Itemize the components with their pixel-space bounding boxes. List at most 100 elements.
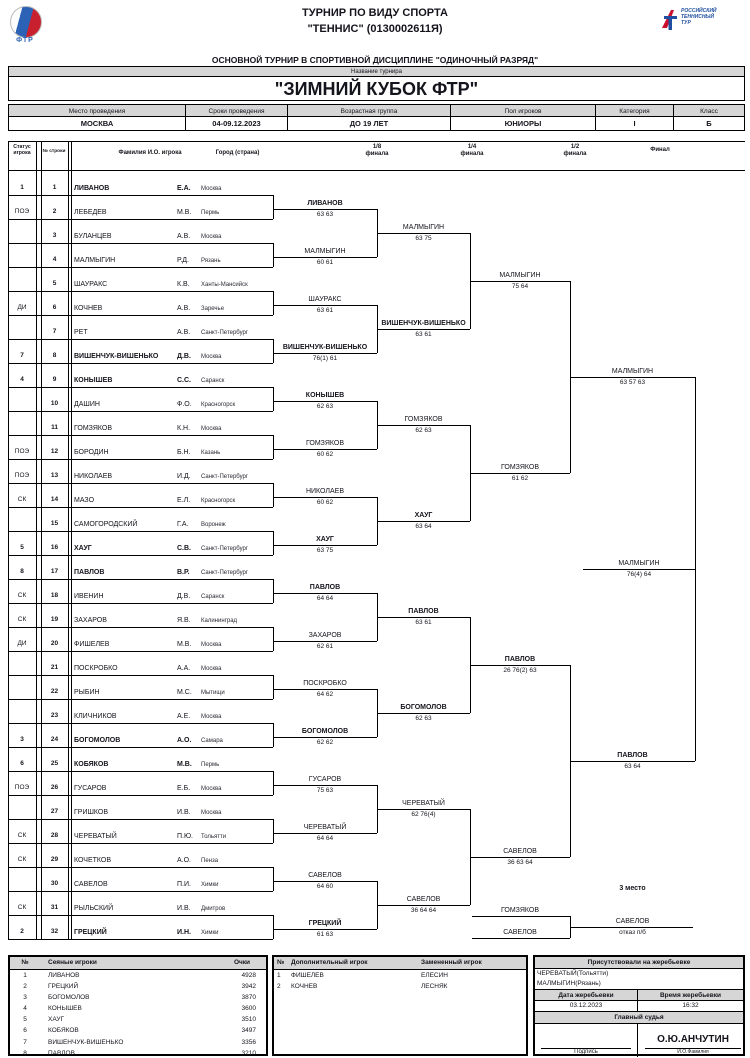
info-label: Возрастная группа: [287, 104, 450, 117]
round1-winner-name: ЧЕРЕВАТЫЙ: [303, 824, 347, 831]
round1-winner-line: [273, 209, 377, 210]
round1-winner-line: [273, 401, 377, 402]
player-city: Казань: [201, 450, 221, 456]
round2-winner-line: [377, 521, 470, 522]
table-row: 4 КОНЫШЕВ 3600: [10, 1003, 266, 1014]
russian-tennis-tour-logo: РОССИЙСКИЙ ТЕННИСНЫЙ ТУР: [660, 8, 717, 32]
table-row: 2 КОЧНЕВ ЛЕСНЯК: [274, 981, 526, 992]
subs-header-num: №: [277, 959, 285, 966]
champion-name: МАЛМЫГИН: [618, 560, 660, 567]
player-row-number: 14: [50, 496, 59, 503]
player-row-number: 17: [50, 568, 59, 575]
seeded-name: ПАВЛОВ: [48, 1049, 75, 1057]
player-surname: РЕТ: [74, 329, 88, 336]
player-initials: Г.А.: [177, 521, 189, 528]
player-initials: А.В.: [177, 233, 191, 240]
pair-connector: [273, 531, 274, 555]
row-line: [8, 843, 273, 844]
player-city: Москва: [201, 186, 222, 192]
info-col-venue: Место проведения МОСКВА: [8, 104, 185, 131]
player-surname: ВИШЕНЧУК-ВИШЕНЬКО: [74, 353, 159, 360]
player-city: Москва: [201, 354, 222, 360]
round1-winner-name: ЗАХАРОВ: [308, 632, 342, 639]
player-surname: КОЧЕТКОВ: [74, 857, 112, 864]
player-surname: ДАШИН: [74, 401, 100, 408]
seeded-name: ЛИВАНОВ: [48, 972, 80, 979]
player-initials: К.Н.: [177, 425, 191, 432]
round2-winner-score: 36 64 64: [410, 907, 437, 914]
player-row-number: 24: [50, 736, 59, 743]
player-surname: КЛИЧНИКОВ: [74, 713, 117, 720]
round1-winner-score: 75 63: [316, 787, 334, 794]
present-player-2: МАЛМЫГИН(Рязань): [535, 979, 743, 990]
seeded-points: 3210: [241, 1049, 256, 1057]
player-surname: ГРИШКОВ: [74, 809, 109, 816]
round2-winner-line: [377, 905, 470, 906]
round2-winner-name: ВИШЕНЧУК-ВИШЕНЬКО: [381, 320, 466, 327]
round1-winner-score: 64 60: [316, 883, 334, 890]
seeded-name: ВИШЕНЧУК-ВИШЕНЬКО: [48, 1038, 124, 1046]
player-surname: РЫБИН: [74, 689, 100, 696]
round1-winner-score: 76(1) 61: [312, 355, 338, 362]
player-status: [8, 877, 36, 890]
round1-winner-score: 61 63: [316, 931, 334, 938]
round3-winner-name: ГОМЗЯКОВ: [501, 464, 539, 471]
round3-winner-score: 36 63 64: [507, 859, 533, 866]
grid-vertical-line: [68, 141, 69, 939]
pair-connector: [273, 435, 274, 459]
round-header-line1: 1/2: [570, 144, 580, 150]
player-initials: П.Ю.: [177, 833, 193, 840]
sub-num: 1: [277, 972, 281, 979]
table-row: 2 ГРЕЦКИЙ 3942: [10, 981, 266, 992]
player-initials: Е.Л.: [177, 497, 191, 504]
sub-replaced: ЕЛЕСИН: [421, 972, 448, 979]
player-city: Москва: [201, 234, 222, 240]
player-surname: КОБЯКОВ: [74, 761, 109, 768]
round1-winner-line: [273, 353, 377, 354]
player-city: Санкт-Петербург: [201, 474, 249, 480]
player-surname: ИВЕНИН: [74, 593, 104, 600]
player-status: [8, 517, 36, 530]
player-initials: М.В.: [177, 761, 192, 768]
third-place-slot2: САВЕЛОВ: [503, 929, 537, 936]
player-initials: Е.Б.: [177, 785, 191, 792]
info-value: Б: [673, 117, 745, 131]
player-status: ПОЭ: [14, 784, 30, 791]
round1-winner-score: 63 61: [316, 307, 334, 314]
player-row-number: 6: [52, 304, 57, 311]
round2-winner-name: САВЕЛОВ: [406, 896, 441, 903]
table-row: 1 ЛИВАНОВ 4928: [10, 970, 266, 981]
player-status: 7: [20, 352, 24, 359]
subs-rows: 1 ФИШЕЛЕВ ЕЛЕСИН 2 КОЧНЕВ ЛЕСНЯК: [274, 970, 526, 992]
rtt-logo-line3: ТУР: [681, 20, 691, 26]
player-status: [8, 253, 36, 266]
player-status: 8: [20, 568, 24, 575]
row-line: [8, 723, 273, 724]
draw-datetime-values: 03.12.2023 16:32: [535, 1001, 743, 1012]
third-place-slot1-line: [472, 916, 570, 917]
info-col-class: Класс Б: [673, 104, 745, 131]
round2-winner-score: 62 76(4): [411, 811, 436, 818]
player-status: [8, 277, 36, 290]
player-city: Воронеж: [201, 522, 226, 528]
round1-winner-score: 60 61: [316, 259, 334, 266]
seeded-name: КОБЯКОВ: [48, 1027, 79, 1035]
round-header-line2: финала: [563, 151, 587, 157]
seeded-points: 3870: [241, 994, 256, 1002]
seeded-rank: 2: [23, 983, 27, 991]
round1-winner-score: 60 62: [316, 451, 334, 458]
info-col-category: Категория I: [595, 104, 673, 131]
player-surname: КОЧНЕВ: [74, 305, 103, 312]
player-city: Москва: [201, 426, 222, 432]
round-header-line1: 1/8: [372, 144, 382, 150]
player-row-number: 19: [50, 616, 59, 623]
player-city: Заречье: [201, 306, 225, 312]
table-row: 3 БОГОМОЛОВ 3870: [10, 992, 266, 1003]
row-line: [8, 891, 273, 892]
player-surname: ФИШЕЛЕВ: [74, 641, 110, 648]
round1-winner-name: ПОСКРОБКО: [303, 680, 347, 687]
sub-replaced: ЛЕСНЯК: [421, 983, 448, 990]
info-value: I: [595, 117, 673, 131]
row-line: [8, 531, 273, 532]
